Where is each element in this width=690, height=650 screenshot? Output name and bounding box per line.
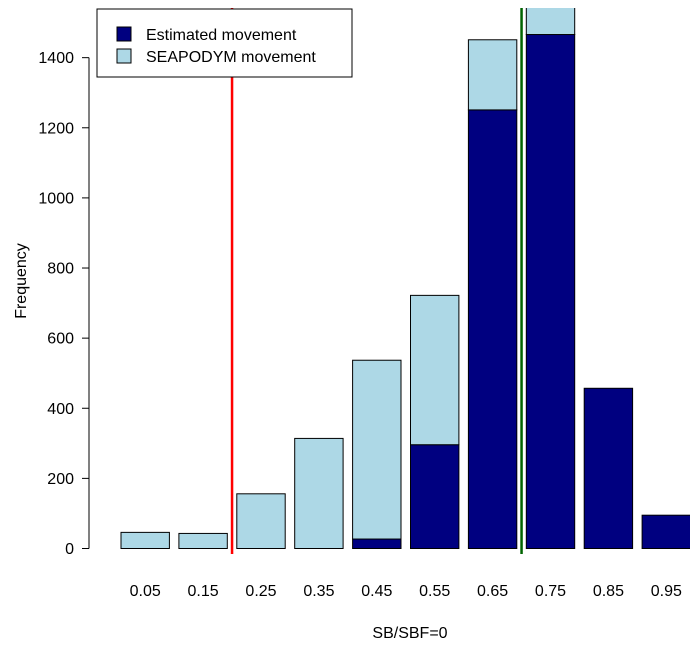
legend: Estimated movement SEAPODYM movement — [96, 8, 353, 78]
bar-estimated-0.75 — [525, 34, 576, 550]
x-axis-title: SB/SBF=0 — [372, 625, 447, 642]
bar-seapodym-0.65 — [467, 39, 518, 111]
bar-estimated-0.65 — [467, 109, 518, 549]
y-axis-title: Frequency — [13, 243, 30, 319]
x-tick-label-0.05: 0.05 — [130, 583, 161, 600]
x-tick-label-0.65: 0.65 — [477, 583, 508, 600]
y-tick-label-600: 600 — [47, 331, 74, 348]
y-tick-label-200: 200 — [47, 471, 74, 488]
legend-swatch-estimated — [116, 26, 132, 42]
bar-estimated-0.45 — [352, 538, 402, 550]
bar-seapodym-0.45 — [352, 359, 402, 540]
x-tick-label-0.25: 0.25 — [245, 583, 276, 600]
x-tick-label-0.75: 0.75 — [535, 583, 566, 600]
bar-seapodym-0.75 — [525, 8, 576, 36]
legend-label-seapodym: SEAPODYM movement — [146, 49, 316, 66]
x-tick-label-0.35: 0.35 — [303, 583, 334, 600]
reference-lines — [230, 8, 523, 554]
x-tick-label-0.55: 0.55 — [419, 583, 450, 600]
bars-group — [120, 8, 690, 550]
bar-seapodym-0.55 — [410, 294, 460, 446]
legend-box — [96, 8, 353, 78]
bar-estimated-0.85 — [583, 387, 634, 549]
y-tick-label-1000: 1000 — [38, 190, 74, 207]
x-tick-label-0.95: 0.95 — [651, 583, 682, 600]
bar-estimated-0.55 — [410, 444, 460, 550]
x-tick-label-0.45: 0.45 — [361, 583, 392, 600]
legend-label-estimated: Estimated movement — [146, 27, 297, 44]
y-tick-label-400: 400 — [47, 401, 74, 418]
x-axis-ticks: 0.05 0.15 0.25 0.35 0.45 0.55 0.65 0.75 0.85 0.95 — [130, 583, 682, 600]
y-tick-label-1200: 1200 — [38, 120, 74, 137]
y-tick-label-800: 800 — [47, 261, 74, 278]
bar-estimated-0.95 — [641, 514, 690, 549]
bar-seapodym-0.35 — [294, 437, 344, 549]
legend-swatch-seapodym — [116, 48, 132, 64]
y-tick-label-0: 0 — [65, 541, 74, 558]
x-tick-label-0.85: 0.85 — [593, 583, 624, 600]
bar-seapodym-0.25 — [236, 493, 286, 549]
y-tick-label-1400: 1400 — [38, 50, 74, 67]
x-tick-label-0.15: 0.15 — [188, 583, 219, 600]
y-axis-ticks: 0 200 400 600 800 1000 1200 1400 — [38, 50, 89, 558]
bar-seapodym-0.05 — [120, 531, 170, 549]
bar-seapodym-0.15 — [178, 532, 228, 549]
